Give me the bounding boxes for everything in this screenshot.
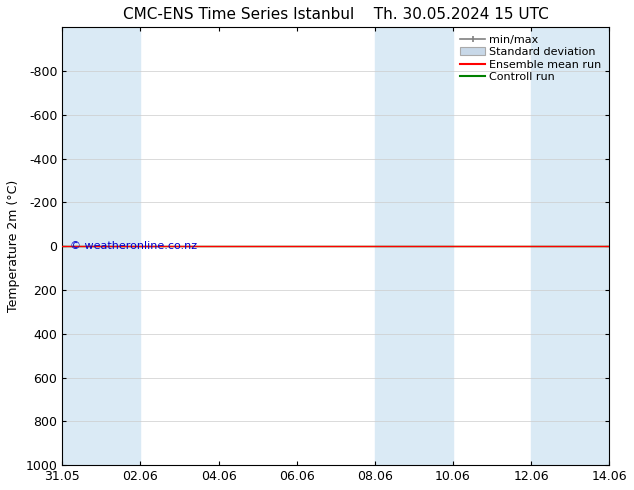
Title: CMC-ENS Time Series Istanbul    Th. 30.05.2024 15 UTC: CMC-ENS Time Series Istanbul Th. 30.05.2… — [123, 7, 548, 22]
Y-axis label: Temperature 2m (°C): Temperature 2m (°C) — [7, 180, 20, 312]
Bar — [62, 27, 140, 465]
Bar — [375, 27, 453, 465]
Text: © weatheronline.co.nz: © weatheronline.co.nz — [70, 241, 198, 251]
Bar — [531, 27, 609, 465]
Legend: min/max, Standard deviation, Ensemble mean run, Controll run: min/max, Standard deviation, Ensemble me… — [458, 33, 604, 84]
